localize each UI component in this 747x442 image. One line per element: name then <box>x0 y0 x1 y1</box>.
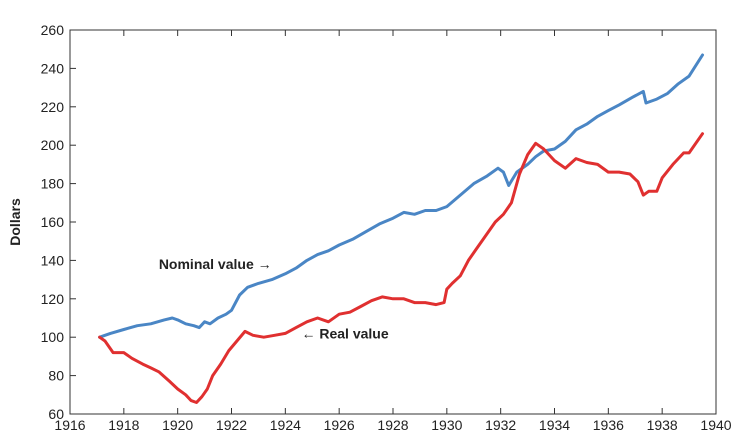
annotation-nominal-value: Nominal value → <box>159 256 272 272</box>
x-tick-label-1916: 1916 <box>54 417 85 433</box>
x-tick-label-1920: 1920 <box>162 417 193 433</box>
plot-frame <box>69 29 717 415</box>
x-tick-label-1928: 1928 <box>377 417 408 433</box>
series-line-real <box>98 132 704 404</box>
y-tick-label-80: 80 <box>48 368 64 384</box>
annotation-real-value: ← Real value <box>301 325 388 341</box>
y-tick-label-260: 260 <box>41 22 65 38</box>
y-tick-label-120: 120 <box>41 291 65 307</box>
y-tick-label-240: 240 <box>41 60 65 76</box>
series-line-nominal <box>98 53 704 339</box>
y-axis-title: Dollars <box>7 198 23 246</box>
x-tick-label-1918: 1918 <box>108 417 139 433</box>
y-axis: 60 80 100 120 140 160 180 200 220 240 260 <box>41 22 76 422</box>
x-tick-label-1932: 1932 <box>485 417 516 433</box>
y-tick-label-60: 60 <box>48 406 64 422</box>
x-tick-label-1926: 1926 <box>324 417 355 433</box>
x-tick-label-1930: 1930 <box>431 417 462 433</box>
x-tick-label-1936: 1936 <box>593 417 624 433</box>
x-tick-label-1924: 1924 <box>270 417 301 433</box>
y-tick-label-220: 220 <box>41 99 65 115</box>
y-tick-label-200: 200 <box>41 137 65 153</box>
y-tick-label-100: 100 <box>41 329 65 345</box>
x-tick-label-1940: 1940 <box>700 417 731 433</box>
x-tick-label-1938: 1938 <box>647 417 678 433</box>
y-tick-label-160: 160 <box>41 214 65 230</box>
x-axis: 1916 1918 1920 1922 1924 1926 1928 1930 1932 1934… <box>54 30 732 433</box>
y-tick-label-180: 180 <box>41 176 65 192</box>
x-tick-label-1922: 1922 <box>216 417 247 433</box>
series-layer <box>98 53 704 404</box>
y-tick-label-140: 140 <box>41 252 65 268</box>
x-tick-label-1934: 1934 <box>539 417 570 433</box>
